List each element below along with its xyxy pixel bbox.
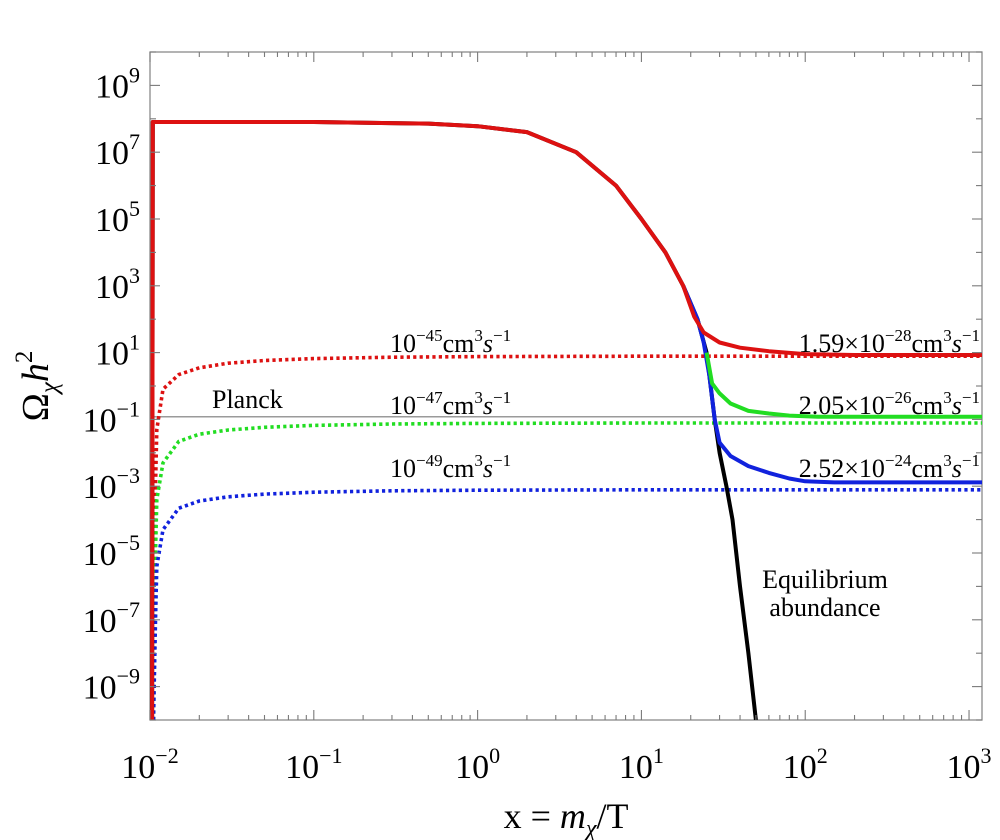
series-0-line bbox=[151, 354, 982, 720]
planck-label: Planck bbox=[212, 385, 283, 414]
series-0-label: 10−45cm3s−1 bbox=[390, 326, 511, 358]
series-5-line bbox=[704, 352, 982, 419]
y-tick-label-7: 10−5 bbox=[83, 530, 140, 573]
series-4-label: 2.52×10−24cm3s−1 bbox=[799, 451, 980, 483]
series-6-label: 1.59×10−28cm3s−1 bbox=[799, 326, 980, 358]
series-5-label: 2.05×10−26cm3s−1 bbox=[799, 388, 980, 420]
x-axis-title: x = mχ/T bbox=[504, 796, 629, 840]
series-1-label: 10−47cm3s−1 bbox=[390, 388, 511, 420]
x-tick-label-2: 100 bbox=[455, 743, 500, 786]
series-1-line bbox=[151, 421, 982, 720]
x-tick-label-4: 102 bbox=[783, 743, 828, 786]
y-tick-label-1: 107 bbox=[95, 129, 140, 172]
series-2-line bbox=[151, 488, 982, 720]
x-tick-label-5: 103 bbox=[947, 743, 992, 786]
y-axis-title: Ωχh2 bbox=[11, 351, 63, 422]
y-tick-label-5: 10−1 bbox=[83, 396, 140, 439]
series-2-label: 10−49cm3s−1 bbox=[390, 451, 511, 483]
y-tick-label-6: 10−3 bbox=[83, 463, 140, 506]
series-4-line bbox=[681, 285, 982, 485]
series-3-line bbox=[150, 120, 758, 720]
x-tick-label-1: 10−1 bbox=[285, 743, 342, 786]
y-tick-label-9: 10−9 bbox=[83, 664, 140, 707]
equilibrium-label-line1: Equilibrium bbox=[762, 565, 888, 594]
series-6-line bbox=[150, 120, 982, 720]
y-tick-label-4: 101 bbox=[95, 330, 140, 373]
x-tick-label-0: 10−2 bbox=[121, 743, 178, 786]
equilibrium-label-line2: abundance bbox=[769, 593, 880, 622]
x-tick-label-3: 101 bbox=[619, 743, 664, 786]
y-tick-label-3: 103 bbox=[95, 263, 140, 306]
y-tick-label-2: 105 bbox=[95, 196, 140, 239]
y-tick-label-8: 10−7 bbox=[83, 597, 140, 640]
y-tick-label-0: 109 bbox=[95, 62, 140, 105]
